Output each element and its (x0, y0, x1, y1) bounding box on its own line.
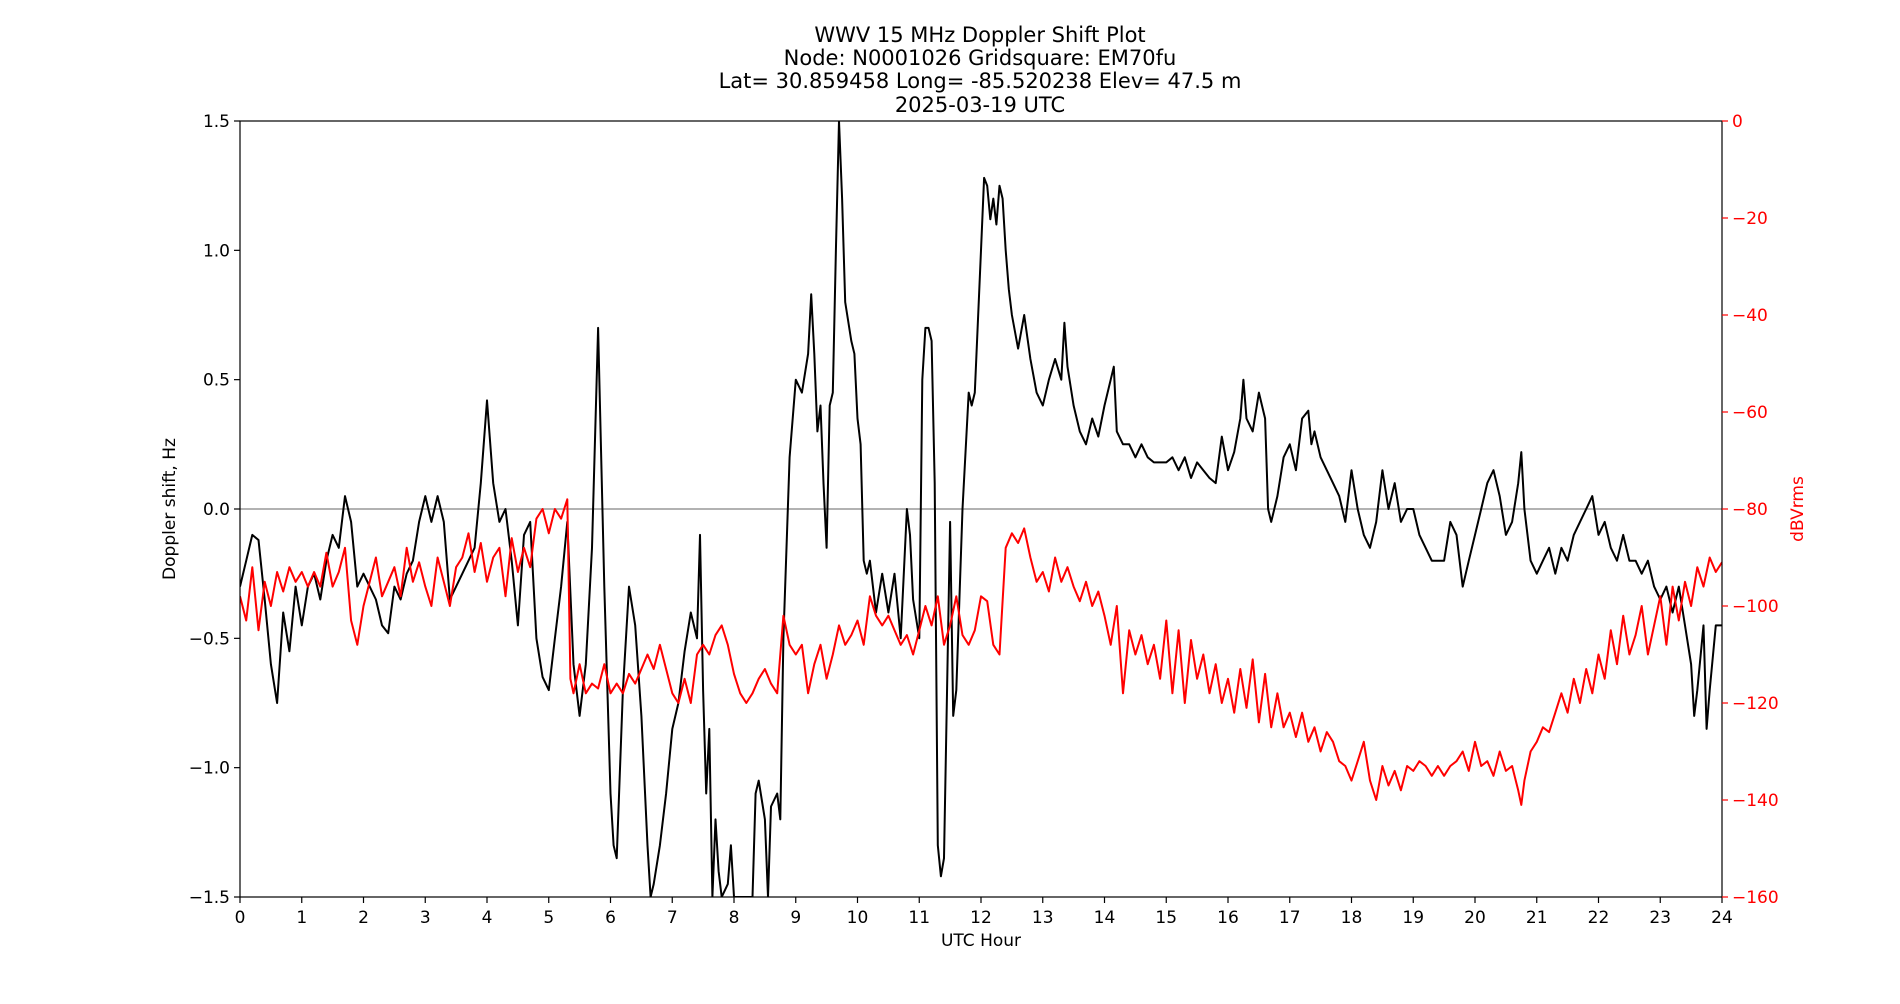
x-axis-label: UTC Hour (941, 931, 1021, 951)
x-tick-label: 20 (1464, 908, 1486, 928)
x-tick-label: 19 (1402, 908, 1424, 928)
x-tick-label: 5 (543, 908, 554, 928)
x-tick-label: 21 (1526, 908, 1548, 928)
y-tick-label: 0.5 (203, 371, 230, 391)
x-tick-label: 14 (1094, 908, 1116, 928)
series-lines (240, 121, 1722, 897)
x-tick-label: 9 (790, 908, 801, 928)
y-tick-label: 1.5 (203, 112, 230, 132)
x-tick-label: 18 (1341, 908, 1363, 928)
x-tick-label: 15 (1155, 908, 1177, 928)
doppler-shift-line (240, 121, 1722, 897)
title-line-3: Lat= 30.859458 Long= -85.520238 Elev= 47… (719, 69, 1242, 93)
x-tick-label: 22 (1588, 908, 1610, 928)
x-tick-label: 3 (420, 908, 431, 928)
y-axis-right: −160 −140 −120 −100 −80 −60 −40 −20 0 (1722, 112, 1779, 908)
y2-axis-label: dBVrms (1788, 476, 1808, 542)
x-tick-label: 13 (1032, 908, 1054, 928)
x-tick-label: 16 (1217, 908, 1239, 928)
y2-tick-label: −40 (1732, 306, 1768, 326)
x-tick-label: 2 (358, 908, 369, 928)
y-tick-label: −1.5 (189, 888, 230, 908)
y-tick-label: 1.0 (203, 241, 230, 261)
y2-tick-label: −140 (1732, 791, 1779, 811)
chart-title: WWV 15 MHz Doppler Shift Plot Node: N000… (719, 23, 1242, 117)
y2-tick-label: −80 (1732, 500, 1768, 520)
y2-tick-label: −100 (1732, 597, 1779, 617)
x-tick-label: 6 (605, 908, 616, 928)
y2-tick-label: −20 (1732, 209, 1768, 229)
x-tick-label: 7 (667, 908, 678, 928)
y2-tick-label: −160 (1732, 888, 1779, 908)
x-tick-label: 11 (908, 908, 930, 928)
y2-tick-label: −60 (1732, 403, 1768, 423)
signal-power-line (240, 498, 1722, 806)
y-tick-label: 0.0 (203, 500, 230, 520)
title-line-4: 2025-03-19 UTC (895, 93, 1065, 117)
y2-tick-label: 0 (1732, 112, 1743, 132)
x-tick-label: 0 (235, 908, 246, 928)
x-tick-label: 23 (1649, 908, 1671, 928)
x-tick-label: 8 (729, 908, 740, 928)
y-axis-left: −1.5 −1.0 −0.5 0.0 0.5 1.0 1.5 (189, 112, 240, 908)
y2-tick-label: −120 (1732, 694, 1779, 714)
y-axis-label: Doppler shift, Hz (160, 438, 180, 580)
x-tick-label: 4 (482, 908, 493, 928)
y-tick-label: −0.5 (189, 629, 230, 649)
title-line-2: Node: N0001026 Gridsquare: EM70fu (784, 46, 1177, 70)
y-tick-label: −1.0 (189, 759, 230, 779)
x-tick-label: 10 (847, 908, 869, 928)
x-tick-label: 1 (296, 908, 307, 928)
x-tick-label: 12 (970, 908, 992, 928)
title-line-1: WWV 15 MHz Doppler Shift Plot (814, 23, 1145, 47)
x-tick-label: 24 (1711, 908, 1733, 928)
x-axis: 0 1 2 3 4 5 6 7 8 9 10 11 12 13 14 15 16 17 18 19 20 21 22 23 24 (235, 897, 1733, 928)
x-tick-label: 17 (1279, 908, 1301, 928)
